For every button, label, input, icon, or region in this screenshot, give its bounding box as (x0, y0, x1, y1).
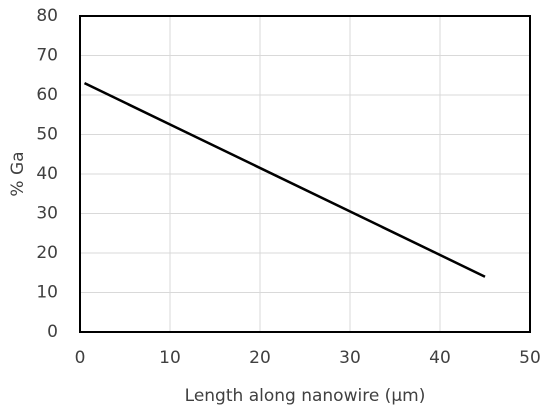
y-tick-label: 10 (36, 283, 58, 303)
data-line (83, 82, 486, 278)
y-axis-label: % Ga (8, 151, 28, 196)
y-tick-label: 50 (36, 125, 58, 145)
y-tick-label: 30 (36, 204, 58, 224)
y-tick-label: 0 (47, 322, 58, 342)
y-tick-label: 70 (36, 46, 58, 66)
plot-frame (79, 15, 531, 333)
x-tick-label: 20 (249, 348, 271, 368)
x-axis-label: Length along nanowire (μm) (185, 386, 426, 406)
x-tick-label: 40 (429, 348, 451, 368)
y-tick-label: 20 (36, 243, 58, 263)
y-tick-label: 40 (36, 164, 58, 184)
x-tick-label: 30 (339, 348, 361, 368)
x-tick-label: 50 (519, 348, 541, 368)
y-tick-label: 80 (36, 6, 58, 26)
x-tick-label: 0 (75, 348, 86, 368)
y-tick-label: 60 (36, 85, 58, 105)
x-tick-label: 10 (159, 348, 181, 368)
